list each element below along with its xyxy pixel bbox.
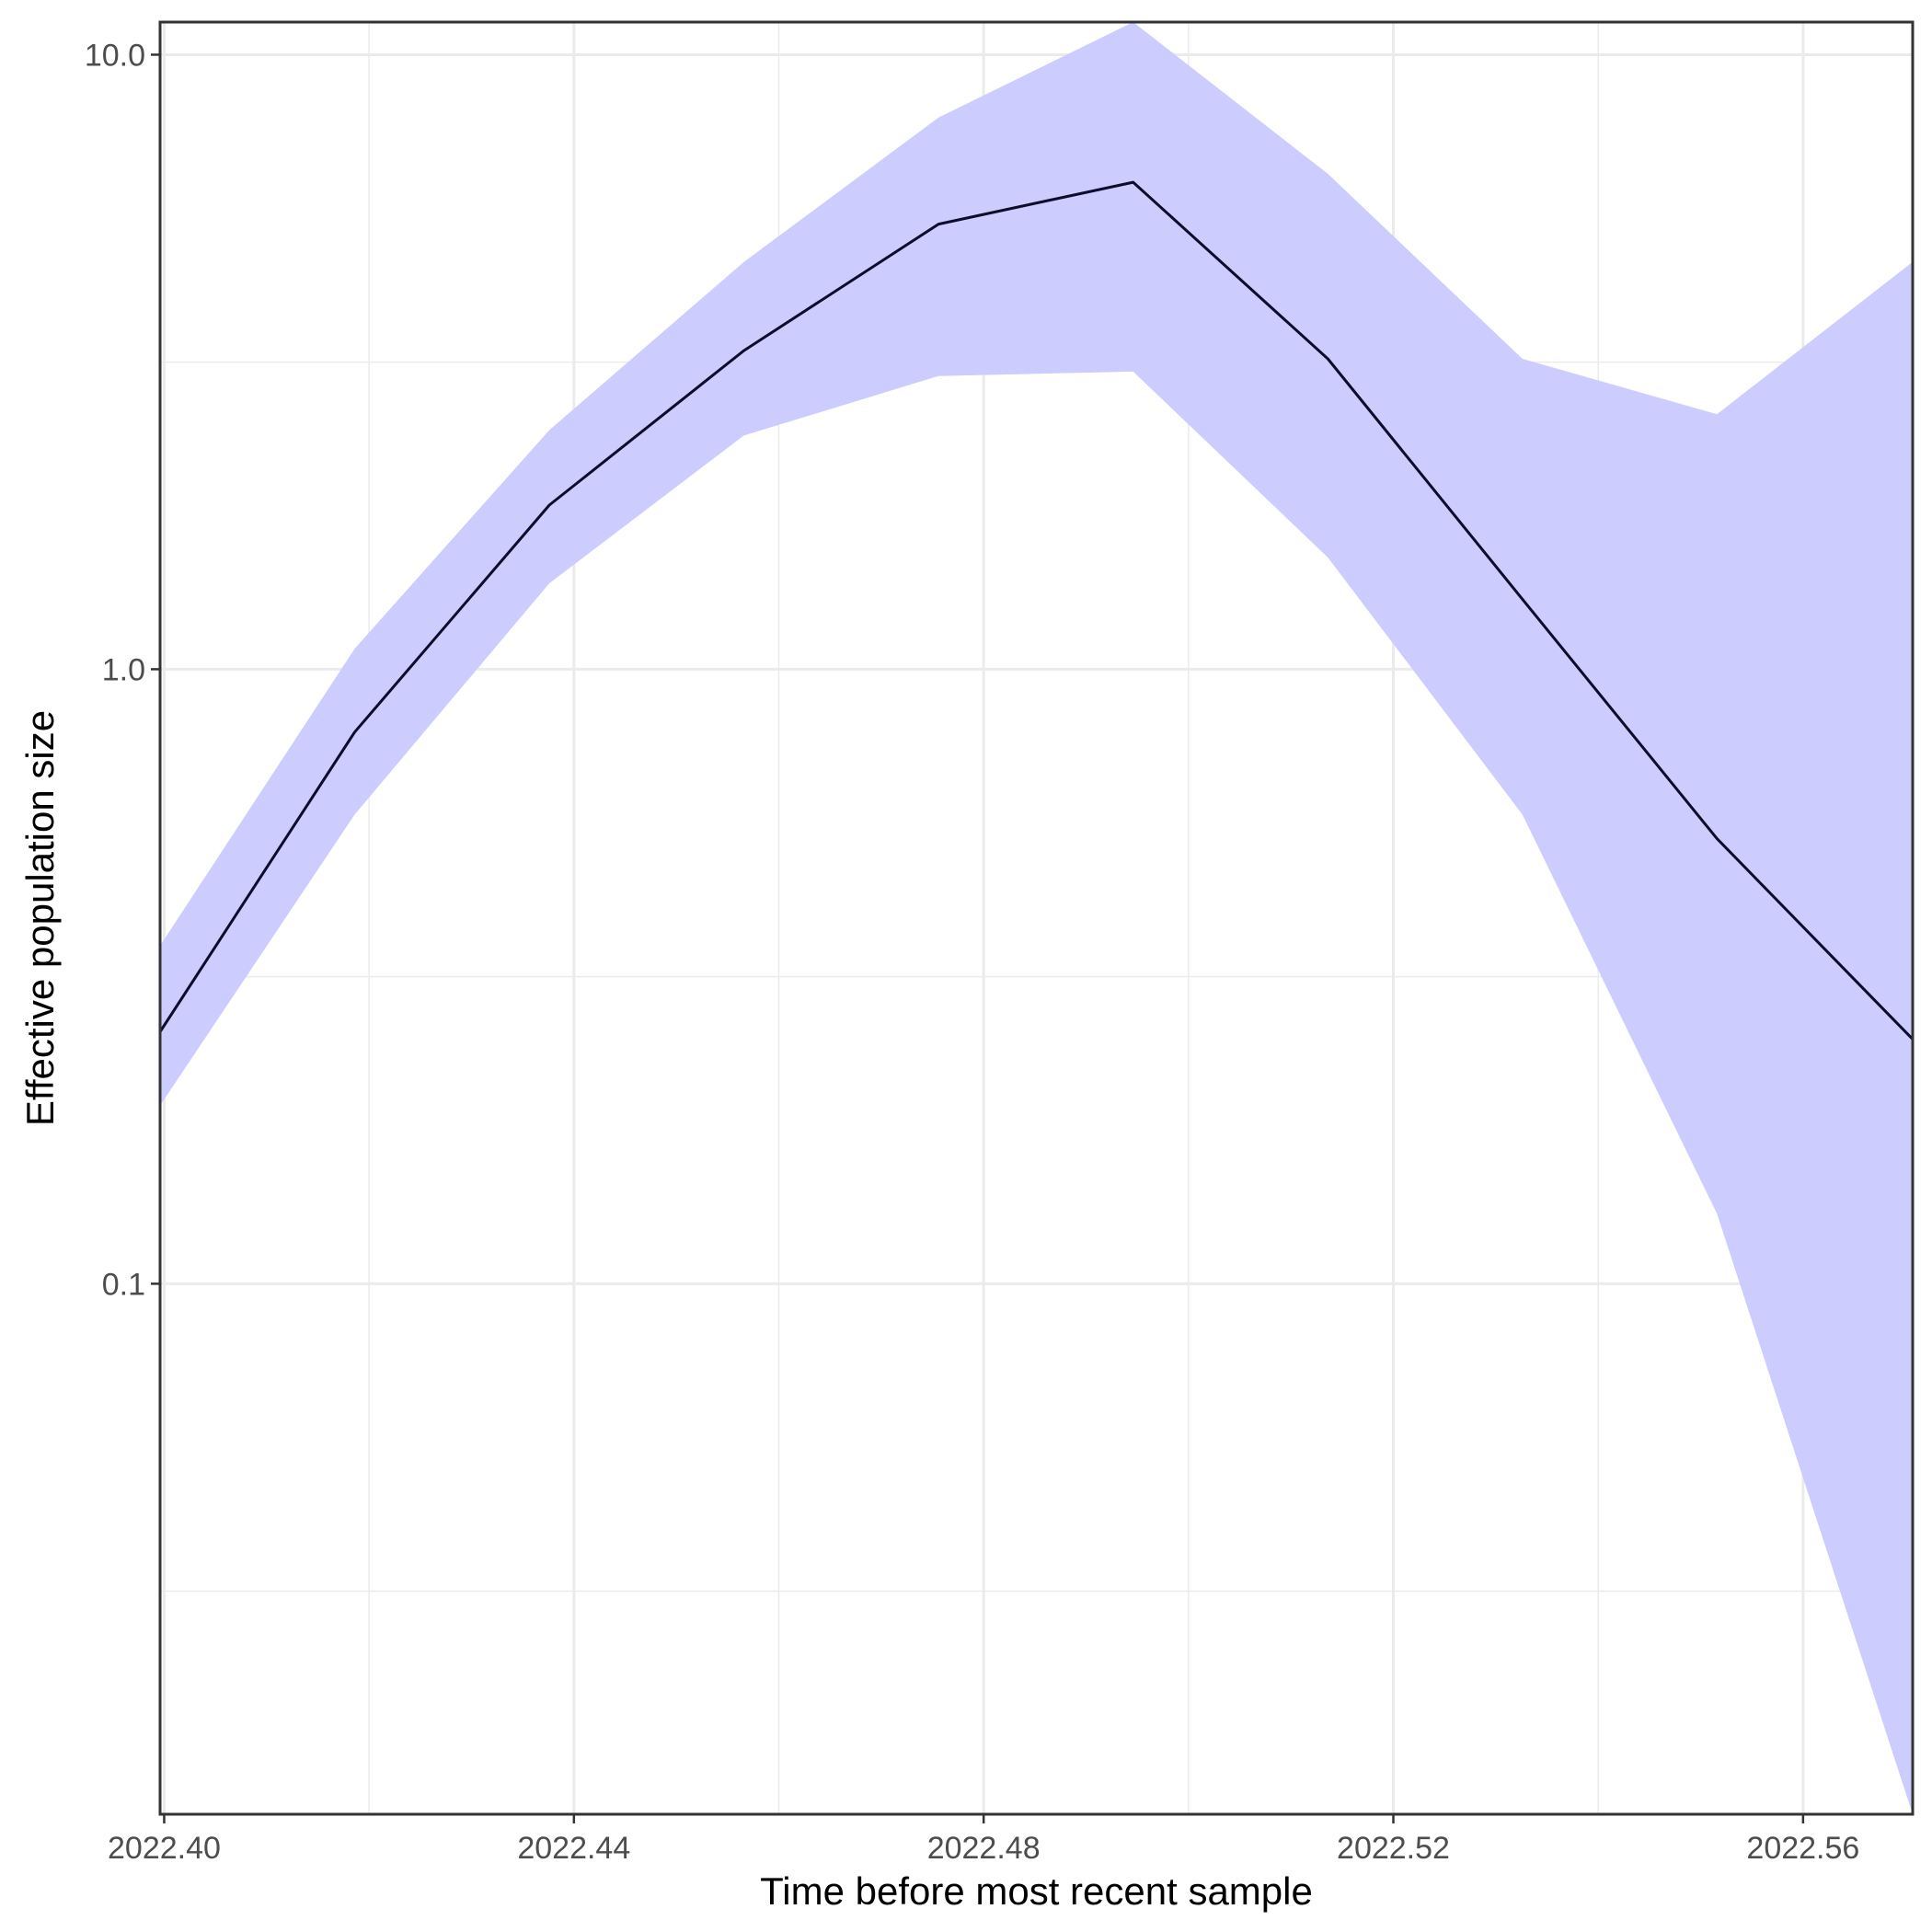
median-line-layer	[158, 180, 1915, 1041]
y-tick-label: 1.0	[102, 652, 145, 687]
confidence-band-layer	[160, 22, 1913, 1814]
median-line	[158, 180, 1915, 1041]
y-tick-label: 10.0	[85, 38, 145, 73]
x-tick-label: 2022.52	[1337, 1831, 1450, 1866]
x-tick-label: 2022.48	[927, 1831, 1041, 1866]
x-tick-label: 2022.40	[108, 1831, 221, 1866]
x-tick-label: 2022.56	[1746, 1831, 1859, 1866]
axis-ticks: 2022.40 2022.44 2022.48 2022.52 2022.56 0.1 1.…	[85, 38, 1860, 1866]
y-axis-title: Effective population size	[18, 710, 62, 1126]
x-axis-title: Time before most recent sample	[760, 1869, 1313, 1913]
y-tick-label: 0.1	[102, 1267, 145, 1302]
x-tick-label: 2022.44	[517, 1831, 630, 1866]
panel-border	[158, 20, 1915, 1816]
confidence-band	[160, 22, 1913, 1814]
